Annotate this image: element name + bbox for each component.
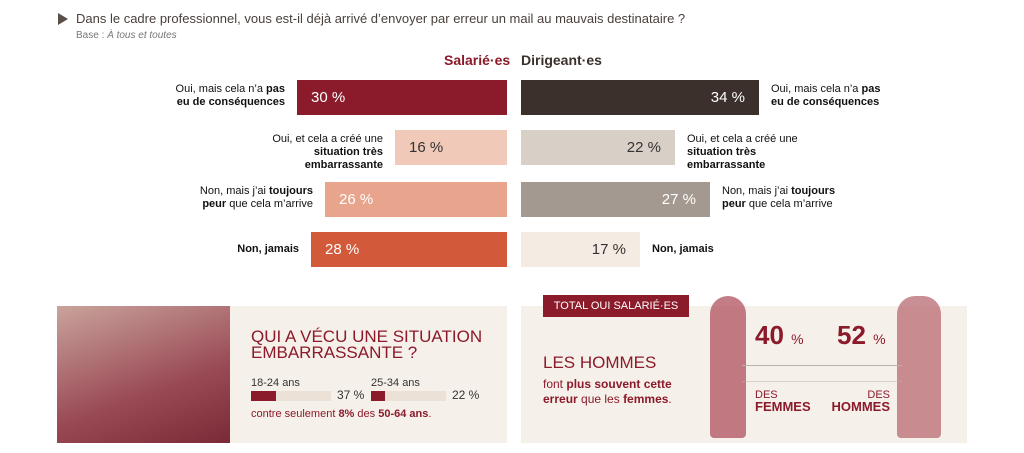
bar-value-label: 16 % — [409, 139, 444, 156]
bar-salaries: 16 % — [395, 130, 507, 165]
bar-dirigeants: 27 % — [521, 182, 710, 217]
bar-salaries: 30 % — [297, 80, 507, 115]
man-figure — [897, 296, 941, 438]
des-femmes-label: DES FEMMES — [755, 389, 811, 414]
bar-value-label: 34 % — [710, 89, 745, 106]
question-text: Dans le cadre professionnel, vous est-il… — [76, 11, 686, 26]
series-header-dirigeants: Dirigeant·es — [521, 52, 602, 68]
series-header-salaries: Salarié·es — [444, 52, 511, 68]
right-panel-description: font plus souvent cette erreur que les f… — [543, 377, 672, 406]
age-bar — [371, 391, 446, 401]
bar-value-label: 28 % — [325, 241, 360, 258]
bar-dirigeants: 34 % — [521, 80, 759, 115]
left-panel — [230, 306, 507, 443]
bar-value-label: 22 % — [626, 139, 661, 156]
age-bar — [251, 391, 331, 401]
age-label: 18-24 ans — [251, 377, 300, 389]
femmes-percent: 40 % — [755, 320, 804, 350]
category-label: Non, mais j’ai toujours peur que cela m’… — [722, 185, 836, 210]
category-label: Oui, mais cela n’a pas eu de conséquence… — [175, 83, 285, 108]
woman-figure — [710, 296, 746, 438]
category-label: Oui, et cela a créé une situation très e… — [272, 133, 383, 171]
bar-dirigeants: 17 % — [521, 232, 640, 267]
bar-value-label: 27 % — [661, 191, 696, 208]
contre-text: contre seulement 8% des 50-64 ans. — [251, 408, 432, 420]
age-value: 37 % — [337, 388, 365, 402]
category-label: Non, jamais — [237, 243, 299, 255]
bar-value-label: 26 % — [339, 191, 374, 208]
bar-dirigeants: 22 % — [521, 130, 675, 165]
divider — [742, 381, 902, 382]
left-panel-title: QUI A VÉCU UNE SITUATION EMBARRASSANTE ? — [251, 327, 483, 362]
bar-value-label: 17 % — [591, 241, 626, 258]
divider — [742, 365, 902, 366]
bar-salaries: 28 % — [311, 232, 507, 267]
total-tag: TOTAL OUI SALARIÉ·ES — [543, 295, 689, 317]
category-label: Oui, et cela a créé une situation très e… — [687, 133, 798, 171]
bar-salaries: 26 % — [325, 182, 507, 217]
base-text: Base : À tous et toutes — [76, 30, 177, 41]
age-value: 22 % — [452, 388, 480, 402]
hommes-percent: 52 % — [837, 320, 886, 350]
woman-biting-laptop-photo — [57, 306, 230, 443]
category-label: Non, mais j’ai toujours peur que cela m’… — [199, 185, 313, 210]
bar-value-label: 30 % — [311, 89, 346, 106]
des-hommes-label: DES HOMMES — [831, 389, 891, 414]
category-label: Oui, mais cela n’a pas eu de conséquence… — [771, 83, 881, 108]
right-panel-title: LES HOMMES — [543, 353, 657, 372]
age-label: 25-34 ans — [371, 377, 420, 389]
category-label: Non, jamais — [652, 243, 714, 255]
play-arrow-icon — [58, 13, 68, 25]
